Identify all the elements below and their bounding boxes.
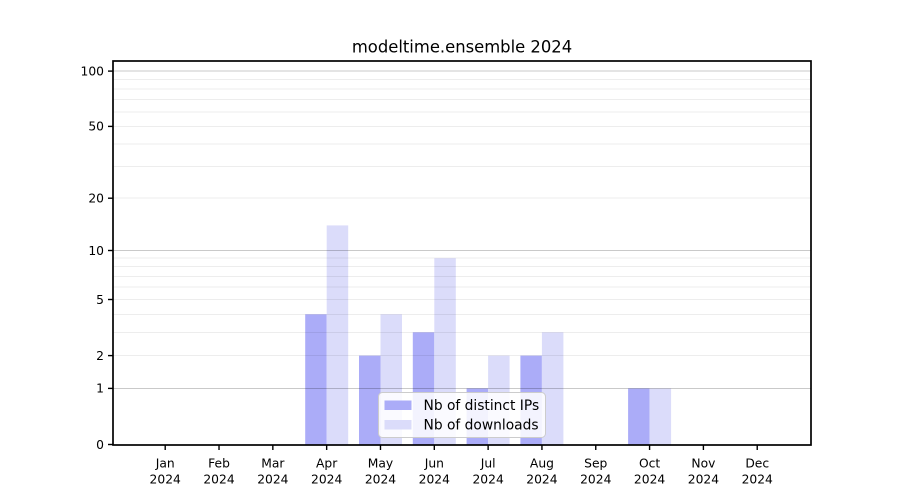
x-tick-label-month: Nov: [691, 457, 715, 471]
x-tick-label-month: Dec: [745, 457, 769, 471]
legend-box: [378, 392, 546, 438]
x-tick-label-year: 2024: [257, 473, 288, 487]
x-tick-label-month: Feb: [208, 457, 230, 471]
y-tick-label-10: 10: [88, 244, 104, 258]
y-tick-label-1: 1: [96, 382, 104, 396]
x-tick-label-year: 2024: [365, 473, 396, 487]
x-tick-label-year: 2024: [472, 473, 503, 487]
bar-apr-distinct-ips: [305, 314, 327, 445]
plot-border: [112, 60, 812, 446]
x-tick-label-month: Sep: [584, 457, 607, 471]
bar-apr-downloads: [326, 225, 349, 445]
x-tick-label-month: Oct: [639, 457, 660, 471]
y-tick-label-100: 100: [81, 64, 104, 78]
chart-title: modeltime.ensemble 2024: [352, 38, 572, 57]
legend-label-distinct-ips: Nb of distinct IPs: [424, 398, 540, 414]
legend: Nb of distinct IPs Nb of downloads: [378, 392, 546, 438]
bar-may-distinct-ips: [359, 355, 381, 445]
bar-oct-downloads: [649, 388, 672, 445]
y-tick-label-50: 50: [88, 120, 104, 134]
gridlines-layer: [113, 70, 811, 389]
x-tick-label-month: Jul: [480, 457, 496, 471]
x-tick-label-year: 2024: [203, 473, 234, 487]
y-tick-label-5: 5: [96, 293, 104, 307]
x-tick-label-year: 2024: [634, 473, 665, 487]
legend-swatch-distinct-ips: [384, 400, 412, 410]
x-tick-label-year: 2024: [419, 473, 450, 487]
y-tick-label-20: 20: [88, 192, 104, 206]
x-tick-label-year: 2024: [688, 473, 719, 487]
x-tick-label-year: 2024: [580, 473, 611, 487]
x-axis: Jan 2024 Feb 2024 Mar 2024 Apr 2024 May 2024 Jun 20…: [150, 445, 773, 487]
y-tick-label-0: 0: [96, 438, 104, 452]
x-tick-label-month: Jun: [424, 457, 444, 471]
legend-swatch-downloads: [384, 420, 412, 430]
bar-aug-downloads: [541, 332, 564, 445]
x-tick-label-year: 2024: [150, 473, 181, 487]
x-tick-label-month: Aug: [530, 457, 554, 471]
x-tick-label-year: 2024: [526, 473, 557, 487]
bar-oct-distinct-ips: [628, 388, 650, 445]
legend-label-downloads: Nb of downloads: [424, 417, 539, 433]
y-axis: 0 1 2 5 10 20 50 100: [81, 64, 113, 452]
x-tick-label-month: Mar: [261, 457, 285, 471]
x-tick-label-year: 2024: [311, 473, 342, 487]
x-tick-label-month: May: [368, 457, 393, 471]
x-tick-label-month: Jan: [155, 457, 175, 471]
x-tick-label-month: Apr: [316, 457, 338, 471]
x-tick-label-year: 2024: [742, 473, 773, 487]
y-tick-label-2: 2: [96, 349, 104, 363]
